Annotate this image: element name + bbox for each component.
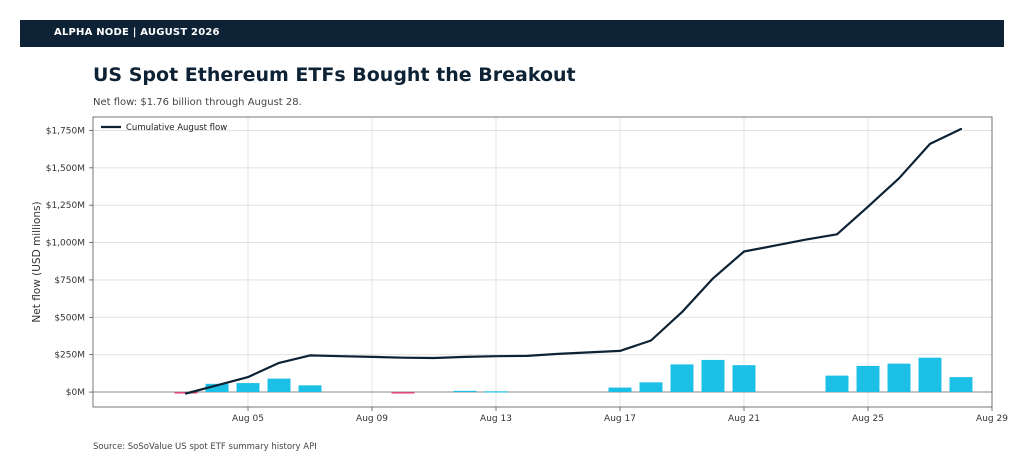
daily-flow-bar (205, 383, 229, 393)
daily-flow-bar (856, 365, 880, 393)
source-note: Source: SoSoValue US spot ETF summary hi… (93, 442, 317, 452)
daily-flow-bar (670, 364, 694, 393)
header-banner: ALPHA NODE | AUGUST 2026 (20, 20, 1004, 47)
daily-flow-bar (825, 375, 849, 393)
y-tick-label: $0M (66, 388, 85, 398)
daily-flow-bar (639, 382, 663, 393)
axis-layer: $0M $250M $500M $750M $1,000M $1,250M $1,500M $… (31, 116, 1008, 424)
daily-flow-bar (453, 390, 477, 393)
x-tick-label: Aug 17 (604, 414, 636, 424)
y-tick-label: $250M (54, 351, 85, 361)
daily-flow-bar (608, 387, 632, 393)
daily-flow-bar (701, 359, 725, 393)
x-tick-label: Aug 09 (356, 414, 388, 424)
bars-layer (174, 357, 973, 394)
y-axis-title: Net flow (USD millions) (31, 201, 43, 322)
line-layer (184, 127, 963, 395)
daily-flow-bar (918, 357, 942, 393)
banner-text: ALPHA NODE | AUGUST 2026 (54, 27, 220, 38)
chart-subtitle: Net flow: $1.76 billion through August 2… (93, 97, 302, 108)
grid-layer (93, 117, 993, 407)
x-tick-label: Aug 25 (852, 414, 884, 424)
y-tick-label: $500M (54, 313, 85, 323)
legend-label: Cumulative August flow (126, 123, 227, 133)
y-tick-label: $1,250M (46, 201, 85, 211)
plot-frame (92, 116, 993, 408)
y-tick-label: $1,000M (46, 239, 85, 249)
x-tick-label: Aug 13 (480, 414, 512, 424)
daily-flow-bar (732, 365, 756, 393)
x-tick-label: Aug 29 (976, 414, 1008, 424)
y-tick-label: $750M (54, 276, 85, 286)
daily-flow-bar (887, 363, 911, 393)
daily-flow-bar (484, 391, 508, 393)
y-tick-label: $1,750M (46, 126, 85, 136)
chart-legend: Cumulative August flow (101, 123, 227, 133)
cumulative-flow-line (184, 127, 963, 395)
chart-title: US Spot Ethereum ETFs Bought the Breakou… (93, 64, 576, 86)
daily-flow-bar (298, 385, 322, 393)
x-tick-label: Aug 21 (728, 414, 760, 424)
y-tick-label: $1,500M (46, 164, 85, 174)
daily-flow-bar (267, 378, 291, 393)
daily-flow-bar (236, 383, 260, 393)
x-tick-label: Aug 05 (232, 414, 264, 424)
daily-flow-bar (391, 392, 415, 394)
daily-flow-bar (949, 377, 973, 393)
